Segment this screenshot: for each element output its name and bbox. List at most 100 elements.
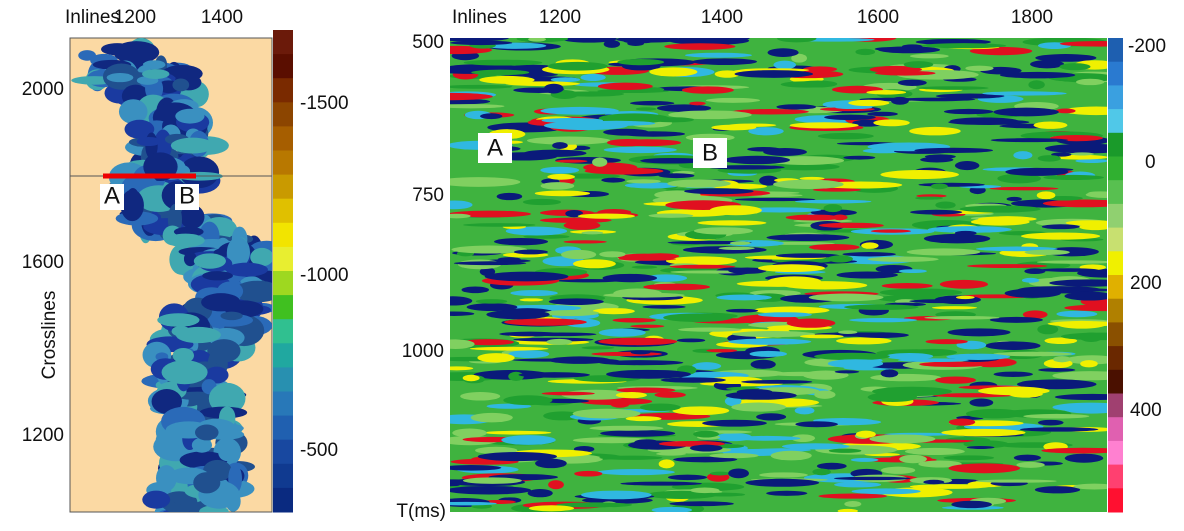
seismic-event — [450, 311, 475, 316]
seismic-event — [541, 398, 590, 404]
colorbar-cell — [273, 78, 293, 103]
seismic-event — [1070, 152, 1094, 156]
seismic-event — [452, 428, 487, 438]
seismic-event — [728, 338, 812, 345]
seismic-event — [750, 359, 776, 369]
map-patch — [118, 99, 148, 124]
seismic-event — [643, 283, 711, 291]
seismic-event — [1041, 447, 1107, 454]
seismic-event — [1047, 321, 1107, 327]
seismic-event — [844, 304, 919, 310]
seismic-event — [1059, 41, 1107, 47]
seismic-event — [505, 81, 580, 87]
seismic-event — [1039, 268, 1099, 272]
seismic-event — [486, 309, 550, 320]
seismic-event — [731, 402, 787, 412]
seismic-event — [1035, 54, 1097, 62]
seismic-event — [1076, 78, 1105, 86]
seismic-event — [616, 38, 681, 43]
seismic-event — [572, 408, 641, 419]
seismic-event — [508, 350, 550, 359]
seismic-event — [935, 201, 956, 209]
seismic-event — [664, 43, 736, 50]
seismic-event — [508, 371, 524, 382]
map-patch — [143, 60, 166, 70]
seismic-event — [978, 386, 1050, 396]
map-patch — [193, 472, 221, 494]
x-tick-label: 1400 — [201, 7, 243, 28]
colorbar-cell — [273, 367, 293, 392]
seismic-event — [1023, 413, 1090, 419]
map-patch — [204, 366, 229, 384]
seismic-event — [959, 205, 1041, 213]
seismic-event — [1059, 63, 1091, 71]
seismic-event — [522, 198, 562, 206]
y-tick-label: 1600 — [22, 252, 64, 273]
seismic-event — [777, 38, 817, 43]
seismic-event — [572, 437, 651, 444]
seismic-event — [919, 361, 990, 368]
seismic-event — [1034, 486, 1081, 494]
seismic-event — [855, 48, 876, 56]
seismic-event — [812, 188, 862, 192]
map-patch — [172, 347, 195, 364]
seismic-event — [690, 487, 720, 494]
seismic-event — [736, 389, 773, 395]
seismic-event — [1030, 60, 1065, 69]
seismic-event — [989, 186, 1059, 191]
map-patch — [226, 237, 250, 268]
colorbar-cell — [273, 30, 293, 55]
colorbar-cell — [1108, 369, 1123, 394]
seismic-event — [630, 324, 665, 328]
seismic-event — [906, 248, 981, 256]
seismic-event — [802, 370, 849, 380]
colorbar-label: -1500 — [300, 93, 349, 114]
seismic-event — [909, 209, 963, 215]
seismic-event — [993, 351, 1072, 357]
colorbar-cell — [1108, 464, 1123, 489]
seismic-event — [1045, 196, 1083, 201]
y-tick-label: 500 — [412, 32, 444, 53]
seismic-event — [904, 447, 965, 455]
seismic-event — [951, 500, 992, 509]
seismic-event — [665, 256, 737, 266]
seismic-event — [497, 257, 521, 262]
seismic-event — [466, 303, 518, 312]
seismic-event — [810, 209, 857, 216]
map-patch — [183, 251, 197, 267]
seismic-event — [1028, 80, 1045, 90]
seismic-event — [728, 267, 767, 274]
seismic-event — [844, 501, 862, 507]
seismic-event — [1006, 196, 1022, 202]
x-tick-label: 1200 — [539, 7, 581, 28]
seismic-event — [462, 339, 515, 346]
seismic-event — [993, 107, 1059, 117]
colorbar-cell — [273, 487, 293, 513]
seismic-event — [548, 480, 564, 490]
seismic-event — [915, 196, 944, 200]
seismic-event — [731, 331, 816, 338]
seismic-event — [669, 38, 750, 45]
seismic-event — [923, 233, 991, 244]
seismic-event — [955, 295, 975, 300]
y-tick-label: 1000 — [402, 341, 444, 362]
seismic-event — [724, 396, 742, 407]
colorbar-label: 400 — [1130, 400, 1162, 421]
seismic-event — [791, 434, 816, 442]
seismic-event — [613, 139, 682, 147]
seismic-event — [1065, 355, 1107, 365]
map-patch — [106, 72, 134, 83]
seismic-event — [954, 230, 977, 236]
seismic-event — [480, 113, 503, 120]
seismic-event — [606, 369, 691, 379]
map-patch — [120, 189, 144, 222]
seismic-event — [598, 360, 684, 366]
annotation: A — [487, 134, 503, 161]
label-bg — [478, 133, 512, 163]
seismic-event — [635, 107, 657, 111]
seismic-event — [1064, 406, 1107, 414]
seismic-event — [1021, 232, 1101, 240]
colorbar-cell — [273, 54, 293, 79]
seismic-event — [837, 508, 859, 512]
seismic-event — [923, 479, 945, 485]
